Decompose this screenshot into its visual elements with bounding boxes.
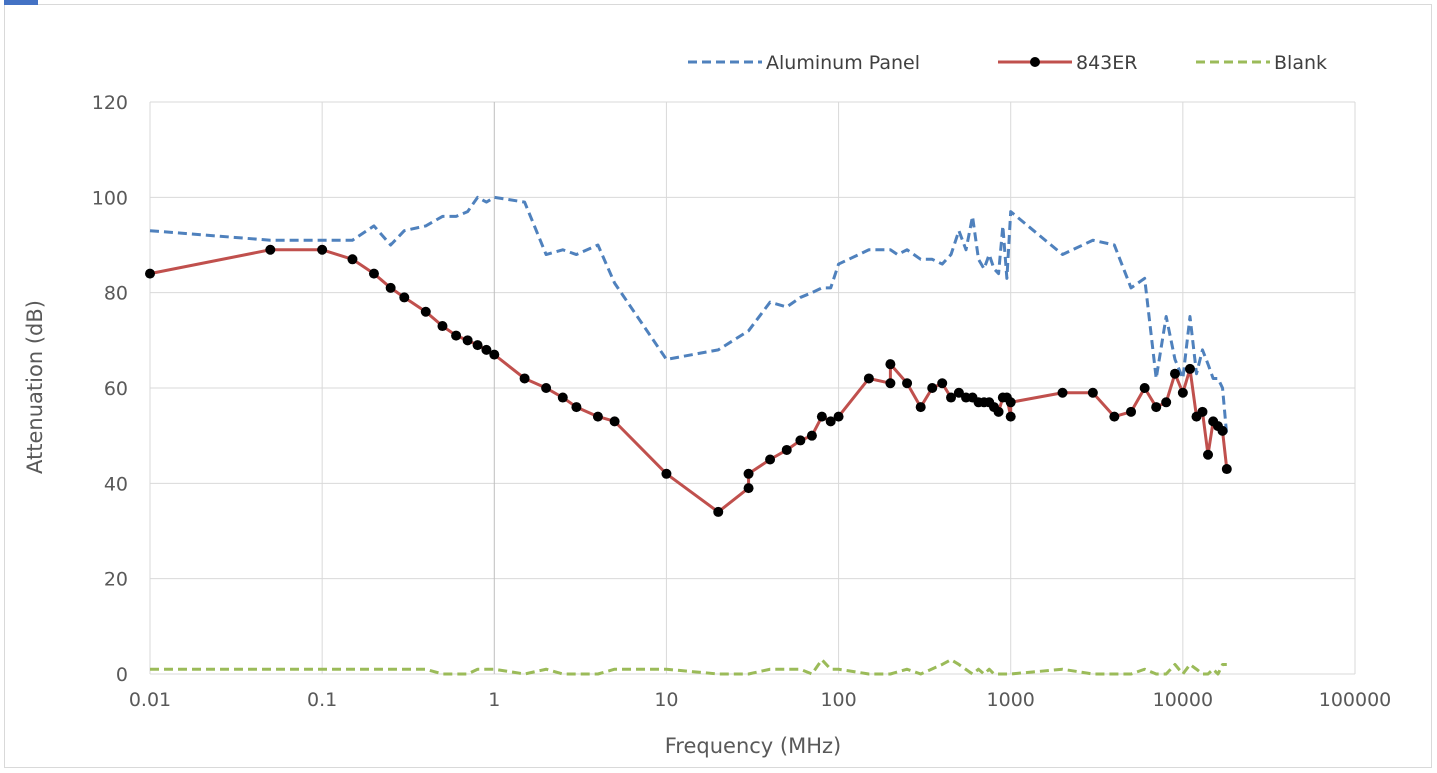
data-point-843er — [1109, 411, 1120, 422]
y-axis-title: Attenuation (dB) — [23, 300, 47, 474]
legend-label-blank: Blank — [1274, 52, 1327, 74]
data-point-843er — [661, 468, 672, 479]
x-tick-label: 0.1 — [307, 689, 337, 711]
chart-area — [4, 4, 1432, 768]
data-point-843er — [795, 435, 806, 446]
data-point-843er — [713, 506, 724, 517]
data-point-843er — [993, 406, 1004, 417]
data-point-843er — [399, 292, 410, 303]
data-point-843er — [902, 378, 913, 389]
data-point-843er — [1139, 383, 1150, 393]
data-point-843er — [347, 254, 358, 265]
data-point-843er — [1217, 425, 1228, 436]
data-point-843er — [1197, 406, 1208, 417]
data-point-843er — [863, 373, 874, 384]
y-tick-label: 120 — [92, 92, 128, 114]
series-line-843er — [149, 248, 1229, 514]
data-point-843er — [609, 416, 620, 427]
data-point-843er — [145, 268, 155, 279]
data-point-843er — [1169, 368, 1180, 379]
data-point-843er — [1087, 387, 1098, 398]
data-point-843er — [592, 411, 603, 422]
x-tick-label: 1000 — [987, 689, 1035, 711]
series-layer — [145, 195, 1232, 676]
data-point-843er — [1203, 449, 1214, 460]
data-point-843er — [317, 244, 328, 255]
legend-label-aluminum-panel: Aluminum Panel — [766, 52, 920, 74]
data-point-843er — [1126, 406, 1137, 417]
data-point-843er — [1161, 397, 1172, 408]
data-point-843er — [1184, 363, 1195, 374]
data-point-843er — [481, 344, 492, 355]
data-point-843er — [927, 383, 938, 393]
y-tick-label: 20 — [104, 569, 128, 591]
data-point-843er — [825, 416, 836, 427]
y-tick-label: 80 — [104, 283, 128, 305]
data-point-843er — [368, 268, 379, 279]
y-tick-label: 0 — [116, 664, 128, 686]
data-point-843er — [437, 321, 448, 332]
data-point-843er — [451, 330, 462, 341]
series-line-aluminum-panel — [149, 195, 1229, 436]
data-point-843er — [781, 444, 792, 455]
data-point-843er — [472, 340, 483, 351]
data-point-843er — [743, 468, 754, 479]
y-tick-label: 100 — [92, 187, 128, 209]
y-tick-label: 60 — [104, 378, 128, 400]
data-point-843er — [541, 383, 552, 393]
data-point-843er — [1005, 397, 1016, 408]
data-point-843er — [1005, 411, 1016, 422]
data-point-843er — [885, 359, 896, 370]
y-tick-label: 40 — [104, 473, 128, 495]
data-point-843er — [1221, 464, 1232, 475]
data-point-843er — [489, 349, 500, 360]
data-point-843er — [833, 411, 844, 422]
data-point-843er — [265, 244, 276, 255]
series-line-blank — [150, 658, 1227, 676]
legend-marker-843er — [1030, 57, 1040, 67]
data-point-843er — [885, 378, 896, 389]
data-point-843er — [765, 454, 776, 465]
x-tick-label: 10000 — [1153, 689, 1213, 711]
data-point-843er — [1151, 402, 1162, 413]
data-point-843er — [953, 387, 964, 398]
data-point-843er — [571, 402, 582, 413]
x-tick-label: 100000 — [1319, 689, 1392, 711]
data-point-843er — [1177, 387, 1188, 398]
x-tick-label: 1 — [488, 689, 500, 711]
legend: Aluminum Panel 843ER Blank — [688, 52, 1327, 74]
partial-title-glimpse — [4, 0, 38, 5]
x-tick-label: 100 — [820, 689, 856, 711]
x-axis-title: Frequency (MHz) — [665, 734, 841, 758]
x-tick-label: 0.01 — [129, 689, 171, 711]
legend-label-843er: 843ER — [1076, 52, 1137, 74]
data-point-843er — [946, 392, 957, 403]
data-point-843er — [557, 392, 568, 403]
data-point-843er — [1057, 387, 1068, 398]
x-tick-label: 10 — [654, 689, 678, 711]
tick-labels: 0 20 40 60 80 100 120 0.01 0.1 1 10 100 1000 10000 100… — [92, 92, 1392, 711]
gridlines — [149, 101, 1356, 675]
data-point-843er — [519, 373, 530, 384]
data-point-843er — [462, 335, 473, 346]
data-point-843er — [385, 282, 396, 293]
data-point-843er — [937, 378, 948, 389]
data-point-843er — [743, 483, 754, 494]
data-point-843er — [816, 411, 827, 422]
data-point-843er — [915, 402, 926, 413]
data-point-843er — [806, 430, 817, 441]
data-point-843er — [420, 306, 431, 317]
